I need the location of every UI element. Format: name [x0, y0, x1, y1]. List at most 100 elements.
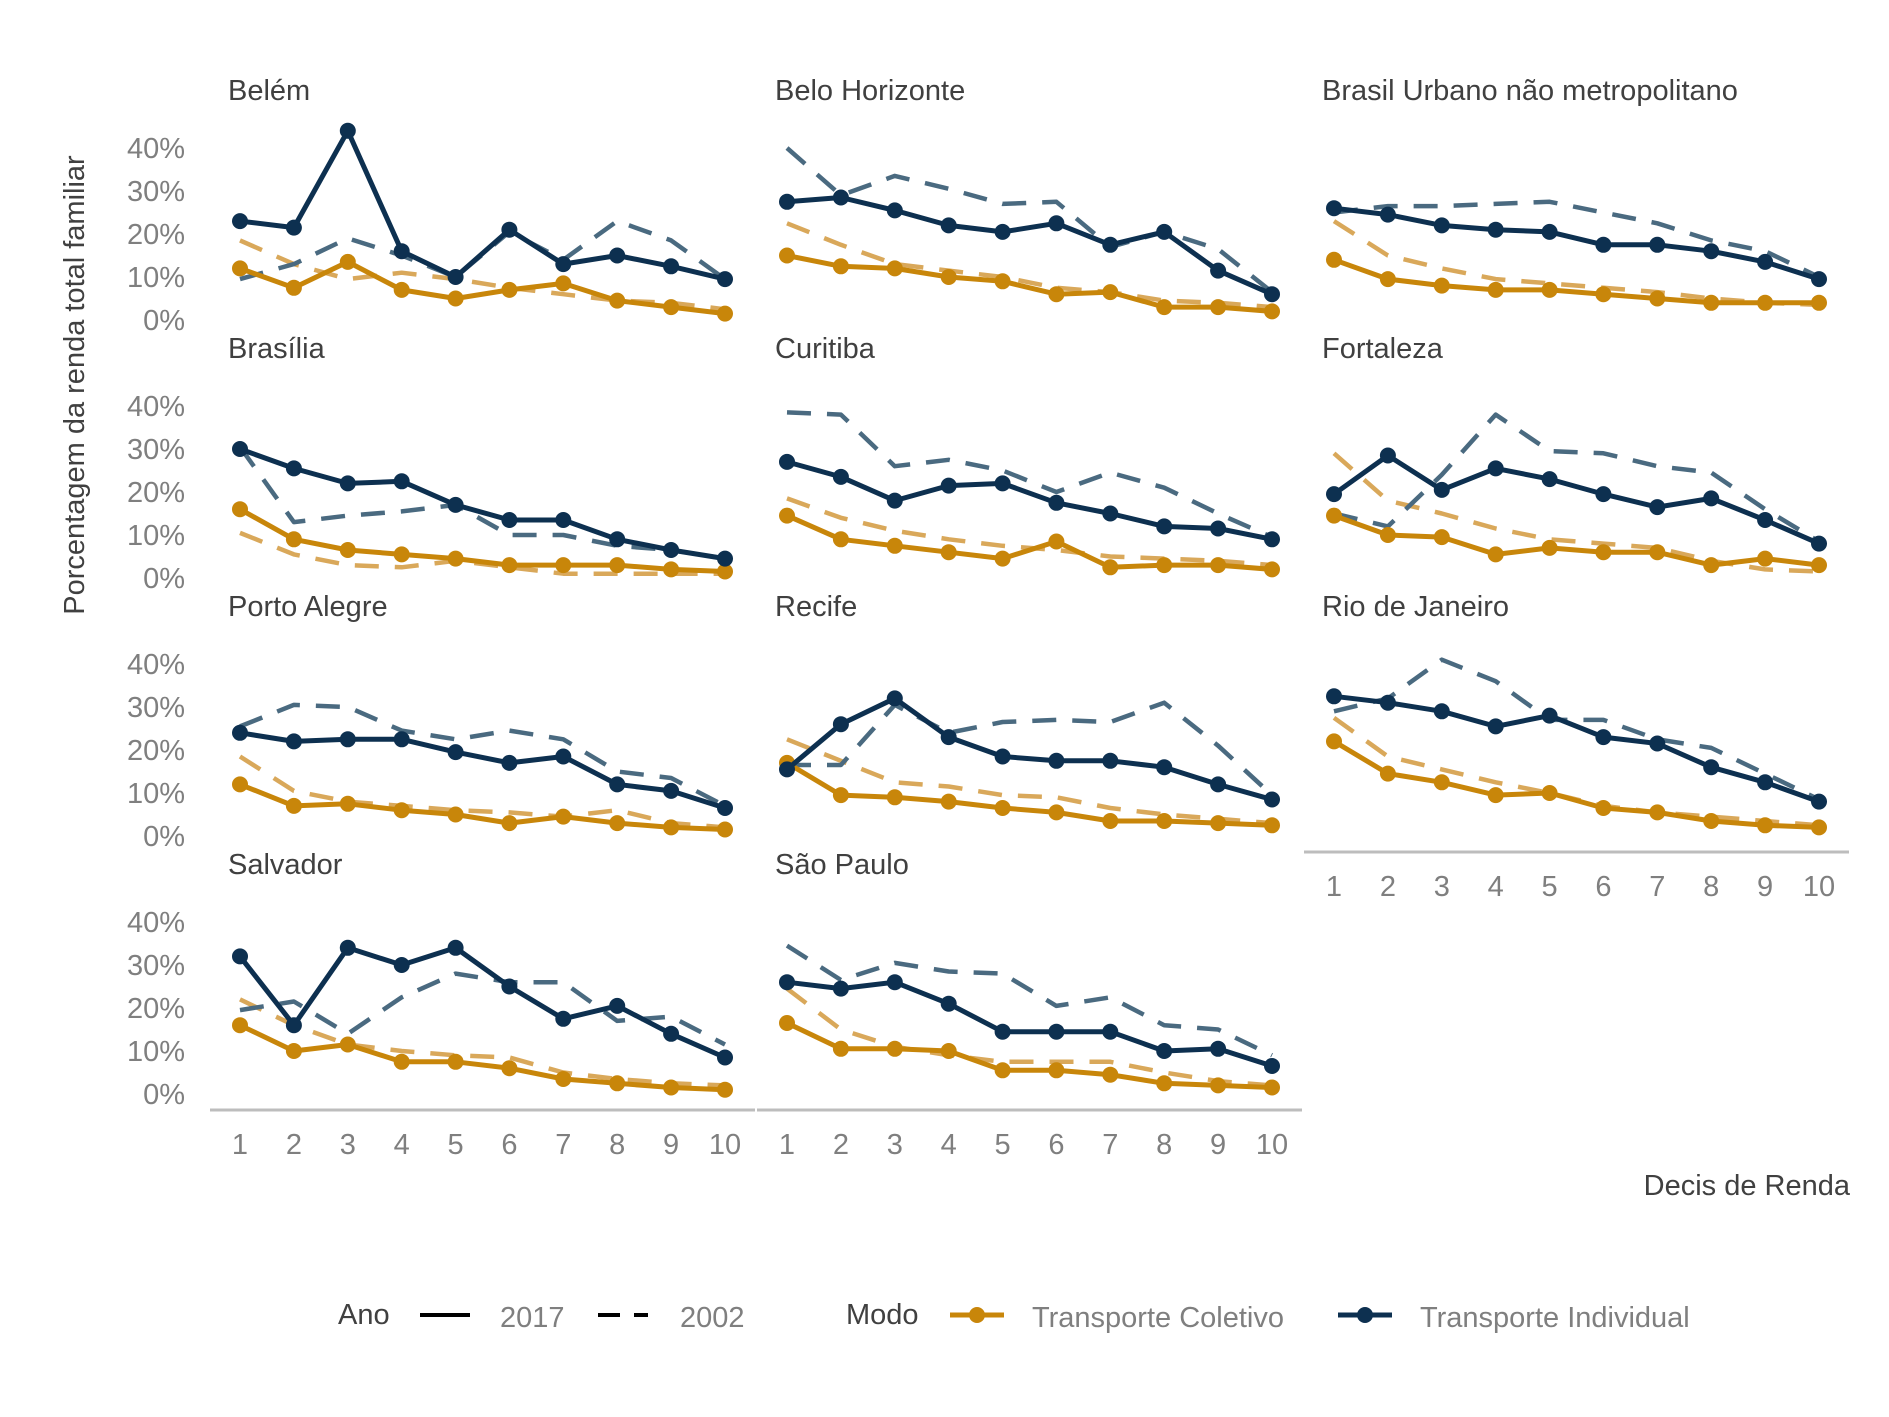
coletivo-2017-point [779, 1015, 795, 1031]
coletivo-2017-point [717, 563, 733, 580]
y-tick-label: 10% [127, 262, 185, 294]
individual-2017-point [447, 496, 464, 513]
coletivo-2017-point [1703, 557, 1720, 574]
legend-modo-title: Modo [846, 1299, 919, 1331]
coletivo-2017-point [447, 806, 464, 823]
panel-belem: Belém 0% 10% 20% 30% 40% [127, 75, 733, 337]
individual-2017-point [339, 731, 356, 748]
individual-2017-point [717, 1049, 733, 1066]
coletivo-2017-point [1048, 804, 1065, 821]
coletivo-2017-point [1433, 529, 1450, 546]
individual-2017-line [786, 195, 1274, 297]
individual-2017-point [663, 782, 680, 799]
individual-2017-point [1757, 512, 1774, 528]
coletivo-2017-point [1156, 813, 1173, 829]
coletivo-2017-point [1210, 815, 1227, 832]
coletivo-2017-point [994, 550, 1011, 567]
coletivo-2017-point [1210, 299, 1227, 316]
coletivo-2017-point [1595, 286, 1612, 303]
panel-recife: Recife [775, 591, 1280, 834]
coletivo-2017-point [232, 776, 248, 793]
individual-2017-point [886, 974, 903, 991]
individual-2017-point [1210, 520, 1227, 537]
x-tick-label: 5 [447, 1129, 463, 1161]
individual-2017-point [1102, 236, 1119, 253]
individual-2017-line [785, 695, 1273, 802]
individual-2017-point [717, 271, 733, 288]
x-tick-label: 5 [994, 1129, 1010, 1161]
coletivo-2017-point [779, 507, 795, 524]
x-tick-label: 10 [1803, 871, 1835, 903]
x-tick-label: 2 [1380, 871, 1396, 903]
individual-2017-line [786, 979, 1273, 1069]
x-tick-label: 1 [779, 1129, 795, 1161]
coletivo-2017-point [1487, 546, 1504, 563]
coletivo-2017-point [1541, 539, 1558, 556]
individual-2002-line [238, 445, 726, 561]
individual-2002-line [1333, 657, 1820, 802]
coletivo-2017-point [1210, 1077, 1227, 1094]
individual-2017-point [1433, 217, 1450, 234]
individual-2017-line [239, 446, 726, 562]
individual-2002-line [1333, 199, 1820, 280]
legend-coletivo-label: Transporte Coletivo [1032, 1302, 1284, 1334]
coletivo-2017-point [717, 1081, 733, 1098]
individual-2017-point [1703, 243, 1720, 260]
coletivo-2017-point [1757, 550, 1774, 567]
individual-2017-point [779, 974, 795, 991]
coletivo-2017-point [555, 557, 572, 574]
coletivo-2017-line [1333, 513, 1820, 568]
individual-2017-point [663, 258, 680, 275]
individual-2017-point [779, 761, 795, 778]
individual-2017-point [1811, 535, 1827, 552]
y-tick-label: 0% [143, 1079, 185, 1111]
individual-2017-point [1048, 752, 1065, 769]
individual-2017-point [994, 223, 1011, 240]
individual-2017-point [285, 460, 302, 477]
coletivo-2017-line [1333, 257, 1819, 306]
individual-2017-point [501, 221, 518, 238]
coletivo-2017-point [1156, 557, 1173, 574]
individual-2017-point [1048, 494, 1065, 511]
individual-2017-point [1433, 703, 1450, 720]
panel-title-porto-alegre: Porto Alegre [228, 591, 388, 623]
x-tick-label: 4 [1488, 871, 1504, 903]
coletivo-2017-line [785, 1020, 1273, 1090]
individual-2002-line [786, 410, 1273, 540]
individual-2017-line [786, 459, 1273, 542]
individual-2017-point [1264, 791, 1280, 808]
individual-2017-point [940, 477, 957, 494]
individual-2017-point [609, 247, 626, 264]
individual-2017-point [1595, 236, 1612, 253]
coletivo-2017-point [1703, 294, 1720, 311]
individual-2017-point [1210, 1040, 1227, 1057]
coletivo-2017-line [239, 259, 726, 317]
individual-2017-point [339, 939, 356, 956]
coletivo-2017-point [393, 281, 410, 298]
individual-2002-line [785, 943, 1273, 1058]
x-tick-label: 2 [286, 1129, 302, 1161]
individual-2017-point [1541, 223, 1558, 240]
individual-2017-point [501, 754, 518, 771]
x-tick-label: 2 [833, 1129, 849, 1161]
x-tick-label: 5 [1541, 871, 1557, 903]
individual-2017-point [1048, 215, 1065, 232]
individual-2017-point [832, 980, 849, 997]
coletivo-2017-point [393, 802, 410, 819]
individual-2017-point [1757, 253, 1774, 270]
coletivo-2017-point [1703, 813, 1720, 829]
coletivo-2017-point [501, 1060, 518, 1077]
coletivo-2017-line [239, 782, 726, 832]
coletivo-2017-point [339, 795, 356, 812]
coletivo-2017-point [285, 797, 302, 814]
coletivo-2017-point [832, 787, 849, 804]
coletivo-2017-point [886, 260, 903, 277]
coletivo-2017-point [1048, 1062, 1065, 1079]
individual-2017-point [940, 729, 957, 746]
x-tick-label: 7 [1102, 1129, 1118, 1161]
individual-2017-point [940, 995, 957, 1012]
individual-2002-line [239, 702, 727, 808]
coletivo-2017-line [1332, 739, 1820, 830]
x-tick-label: 4 [394, 1129, 410, 1161]
coletivo-2017-point [1811, 557, 1827, 574]
